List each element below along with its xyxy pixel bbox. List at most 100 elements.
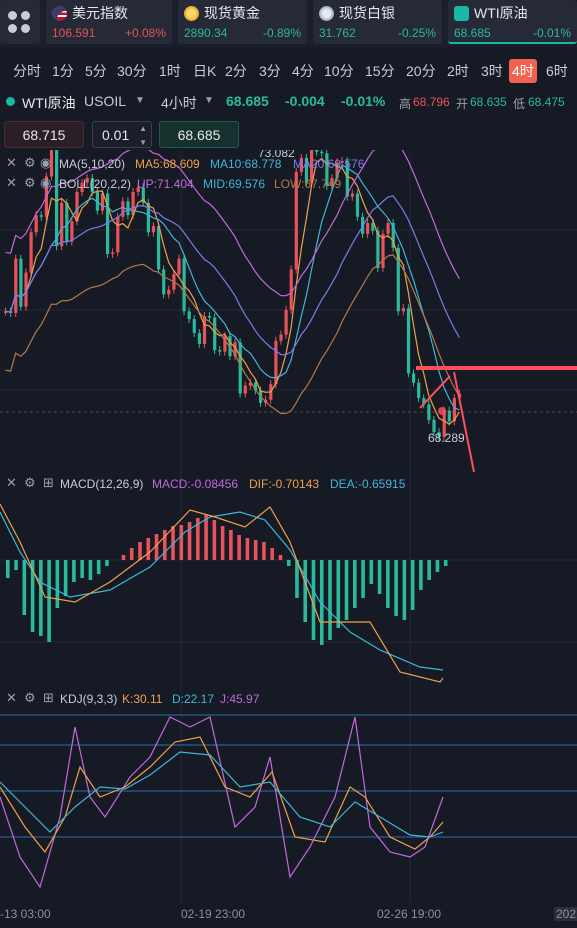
candle-body bbox=[192, 319, 196, 334]
chevron-up-icon[interactable]: ▲ bbox=[139, 124, 147, 133]
chevron-down-icon[interactable]: ▼ bbox=[204, 95, 214, 106]
candle-body bbox=[284, 309, 288, 335]
tab-timeframe[interactable]: 2时 bbox=[447, 63, 469, 79]
tab-timeframe[interactable]: 分时 bbox=[13, 63, 41, 79]
candle-body bbox=[65, 202, 69, 242]
candlestick-chart[interactable]: 73.082 68.289 bbox=[0, 150, 577, 472]
gear-icon[interactable]: ⚙ bbox=[24, 475, 36, 490]
tab-timeframe[interactable]: 5分 bbox=[85, 63, 107, 79]
candle-body bbox=[70, 221, 74, 242]
candle-body bbox=[208, 316, 212, 318]
silver-coin-icon bbox=[319, 5, 334, 21]
symbol-name[interactable]: WTI原油 bbox=[22, 95, 76, 111]
tab-timeframe[interactable]: 30分 bbox=[117, 63, 147, 79]
buy-price-button[interactable]: 68.685 bbox=[159, 121, 239, 148]
candle-body bbox=[386, 223, 390, 234]
tab-timeframe[interactable]: 10分 bbox=[324, 63, 354, 79]
candle-body bbox=[406, 308, 411, 374]
quote-card-spot-silver[interactable]: 现货白银 31.762 -0.25% bbox=[313, 0, 442, 44]
dea-value: DEA:-0.65915 bbox=[330, 477, 406, 491]
tab-timeframe[interactable]: 4分 bbox=[292, 63, 314, 79]
add-icon[interactable]: ⊞ bbox=[43, 690, 54, 705]
quote-card-wti-oil[interactable]: WTI原油 68.685 -0.01% bbox=[448, 0, 577, 44]
macd-bar bbox=[63, 560, 68, 596]
candle-body bbox=[213, 317, 217, 351]
boll-mid-value: MID:69.576 bbox=[203, 177, 266, 191]
time-label: 202 bbox=[554, 907, 577, 921]
quantity-value[interactable]: 0.01 bbox=[102, 127, 130, 143]
close-icon[interactable]: ✕ bbox=[6, 475, 17, 490]
candle-body bbox=[427, 404, 431, 420]
candle-body bbox=[294, 171, 298, 270]
macd-bar bbox=[328, 560, 332, 640]
quote-bar: 美元指数 106.591 +0.08% 现货黄金 2890.34 -0.89% 现货… bbox=[0, 0, 577, 47]
boll-indicator-label: BOLL(20,2,2) bbox=[59, 177, 132, 191]
timeframe-tabs: 分时 1分 5分 30分 1时 日K 2分 3分 4分 10分 15分 20分 2时 3时 4时 6时 bbox=[0, 57, 577, 84]
candle-body bbox=[304, 157, 309, 183]
tab-timeframe[interactable]: 3时 bbox=[481, 63, 503, 79]
macd-bar bbox=[179, 525, 184, 560]
macd-chart[interactable] bbox=[0, 472, 577, 687]
candle-body bbox=[340, 161, 344, 163]
symbol-code[interactable]: USOIL bbox=[84, 93, 127, 109]
tab-timeframe[interactable]: 3分 bbox=[259, 63, 281, 79]
candle-body bbox=[350, 193, 354, 197]
candle-body bbox=[162, 269, 166, 295]
grid-menu-button[interactable] bbox=[0, 0, 40, 44]
candle-body bbox=[223, 336, 227, 352]
tab-timeframe[interactable]: 日K bbox=[193, 63, 217, 79]
candle-body bbox=[80, 182, 84, 192]
period-selector[interactable]: 4小时 bbox=[161, 95, 197, 111]
candle-body bbox=[335, 162, 339, 179]
status-dot-icon bbox=[6, 97, 15, 106]
close-icon[interactable]: ✕ bbox=[6, 175, 17, 190]
gear-icon[interactable]: ⚙ bbox=[24, 155, 36, 170]
candle-body bbox=[401, 308, 405, 312]
macd-bar bbox=[427, 560, 431, 580]
macd-bar bbox=[286, 560, 291, 566]
candle-body bbox=[100, 193, 105, 211]
tab-timeframe[interactable]: 15分 bbox=[365, 63, 395, 79]
macd-bar bbox=[55, 560, 60, 608]
macd-bar bbox=[386, 560, 390, 608]
high-value: 68.796 bbox=[413, 95, 450, 109]
gear-icon[interactable]: ⚙ bbox=[24, 175, 36, 190]
eye-icon[interactable]: ◉ bbox=[40, 155, 52, 170]
gear-icon[interactable]: ⚙ bbox=[24, 690, 36, 705]
chevron-down-icon[interactable]: ▼ bbox=[139, 138, 147, 147]
candle-body bbox=[187, 311, 191, 320]
chevron-down-icon[interactable]: ▼ bbox=[135, 95, 145, 106]
quote-card-spot-gold[interactable]: 现货黄金 2890.34 -0.89% bbox=[178, 0, 307, 44]
candle-body bbox=[202, 316, 207, 344]
macd-bar bbox=[121, 555, 126, 560]
candle-body bbox=[253, 382, 258, 391]
eye-icon[interactable]: ◉ bbox=[40, 175, 52, 190]
macd-bar bbox=[253, 540, 258, 560]
d-value: D:22.17 bbox=[172, 692, 215, 706]
tab-timeframe[interactable]: 20分 bbox=[406, 63, 436, 79]
macd-bar bbox=[162, 530, 167, 560]
kdj-chart[interactable] bbox=[0, 687, 577, 903]
j-value: J:45.97 bbox=[220, 692, 260, 706]
quantity-stepper[interactable]: 0.01 ▲ ▼ bbox=[92, 121, 152, 148]
sell-price-button[interactable]: 68.715 bbox=[4, 121, 84, 148]
macd-bar bbox=[336, 560, 341, 628]
add-icon[interactable]: ⊞ bbox=[43, 475, 54, 490]
macd-bar bbox=[278, 555, 283, 560]
tab-timeframe[interactable]: 2分 bbox=[225, 63, 247, 79]
quote-card-usd-index[interactable]: 美元指数 106.591 +0.08% bbox=[46, 0, 172, 44]
quote-change: +0.08% bbox=[124, 26, 166, 40]
close-icon[interactable]: ✕ bbox=[6, 155, 17, 170]
tab-timeframe[interactable]: 4时 bbox=[509, 59, 537, 83]
tab-timeframe[interactable]: 6时 bbox=[546, 63, 568, 79]
tab-timeframe[interactable]: 1时 bbox=[159, 63, 181, 79]
candle-body bbox=[197, 333, 201, 344]
candle-body bbox=[437, 432, 441, 437]
time-label: -13 03:00 bbox=[0, 907, 51, 921]
candle-body bbox=[49, 150, 54, 177]
candle-body bbox=[157, 226, 161, 270]
candle-body bbox=[310, 150, 314, 183]
tab-timeframe[interactable]: 1分 bbox=[52, 63, 74, 79]
candle-body bbox=[355, 193, 360, 217]
close-icon[interactable]: ✕ bbox=[6, 690, 17, 705]
